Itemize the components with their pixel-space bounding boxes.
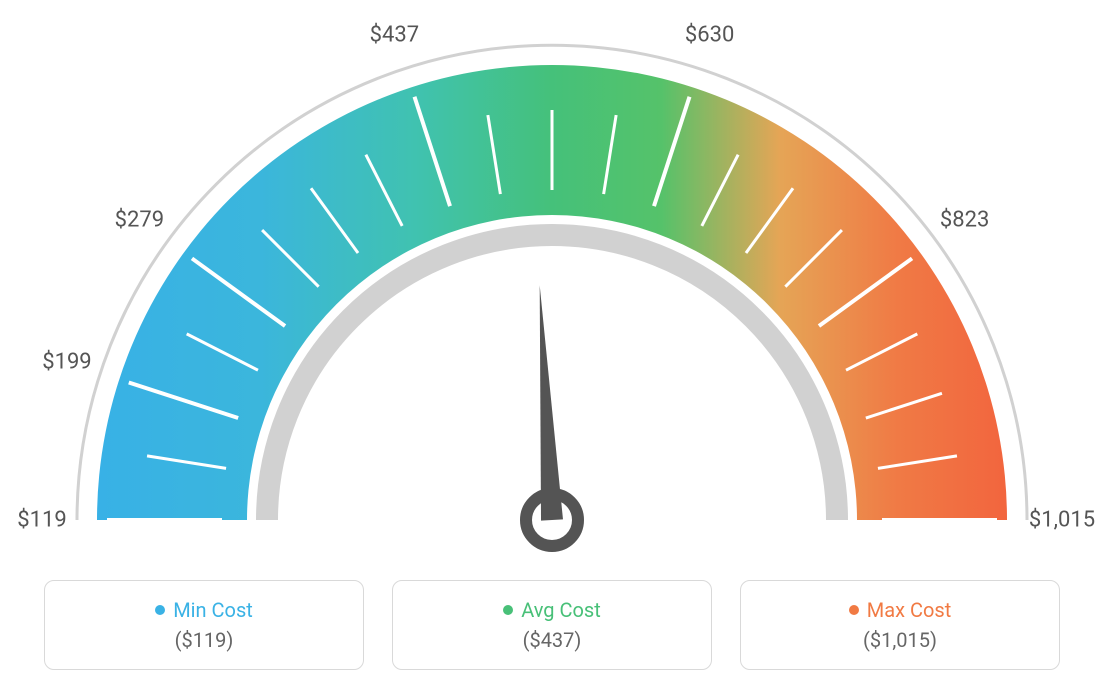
gauge-tick-label: $437	[370, 22, 419, 47]
gauge-tick-label: $199	[42, 350, 91, 375]
legend-label-row: Avg Cost	[503, 598, 601, 622]
legend-label-max: Max Cost	[867, 598, 952, 622]
gauge-tick-label: $1,015	[1029, 508, 1095, 533]
legend-label-row: Min Cost	[155, 598, 253, 622]
legend-dot-min	[155, 605, 165, 615]
gauge-tick-label: $823	[940, 208, 989, 233]
gauge-tick-label: $630	[685, 22, 734, 47]
legend-card-avg: Avg Cost ($437)	[392, 580, 712, 670]
legend-label-avg: Avg Cost	[521, 598, 601, 622]
gauge-svg	[0, 0, 1104, 560]
gauge-tick-label: $119	[17, 508, 66, 533]
gauge-tick-label: $279	[115, 208, 164, 233]
legend-card-min: Min Cost ($119)	[44, 580, 364, 670]
legend-label-min: Min Cost	[173, 598, 253, 622]
legend-value-min: ($119)	[175, 628, 234, 652]
legend-dot-max	[849, 605, 859, 615]
gauge-chart: $119 $199 $279 $437 $630 $823 $1,015	[0, 0, 1104, 560]
legend-value-max: ($1,015)	[863, 628, 937, 652]
legend: Min Cost ($119) Avg Cost ($437) Max Cost…	[0, 580, 1104, 670]
legend-label-row: Max Cost	[849, 598, 952, 622]
legend-card-max: Max Cost ($1,015)	[740, 580, 1060, 670]
legend-dot-avg	[503, 605, 513, 615]
legend-value-avg: ($437)	[523, 628, 582, 652]
